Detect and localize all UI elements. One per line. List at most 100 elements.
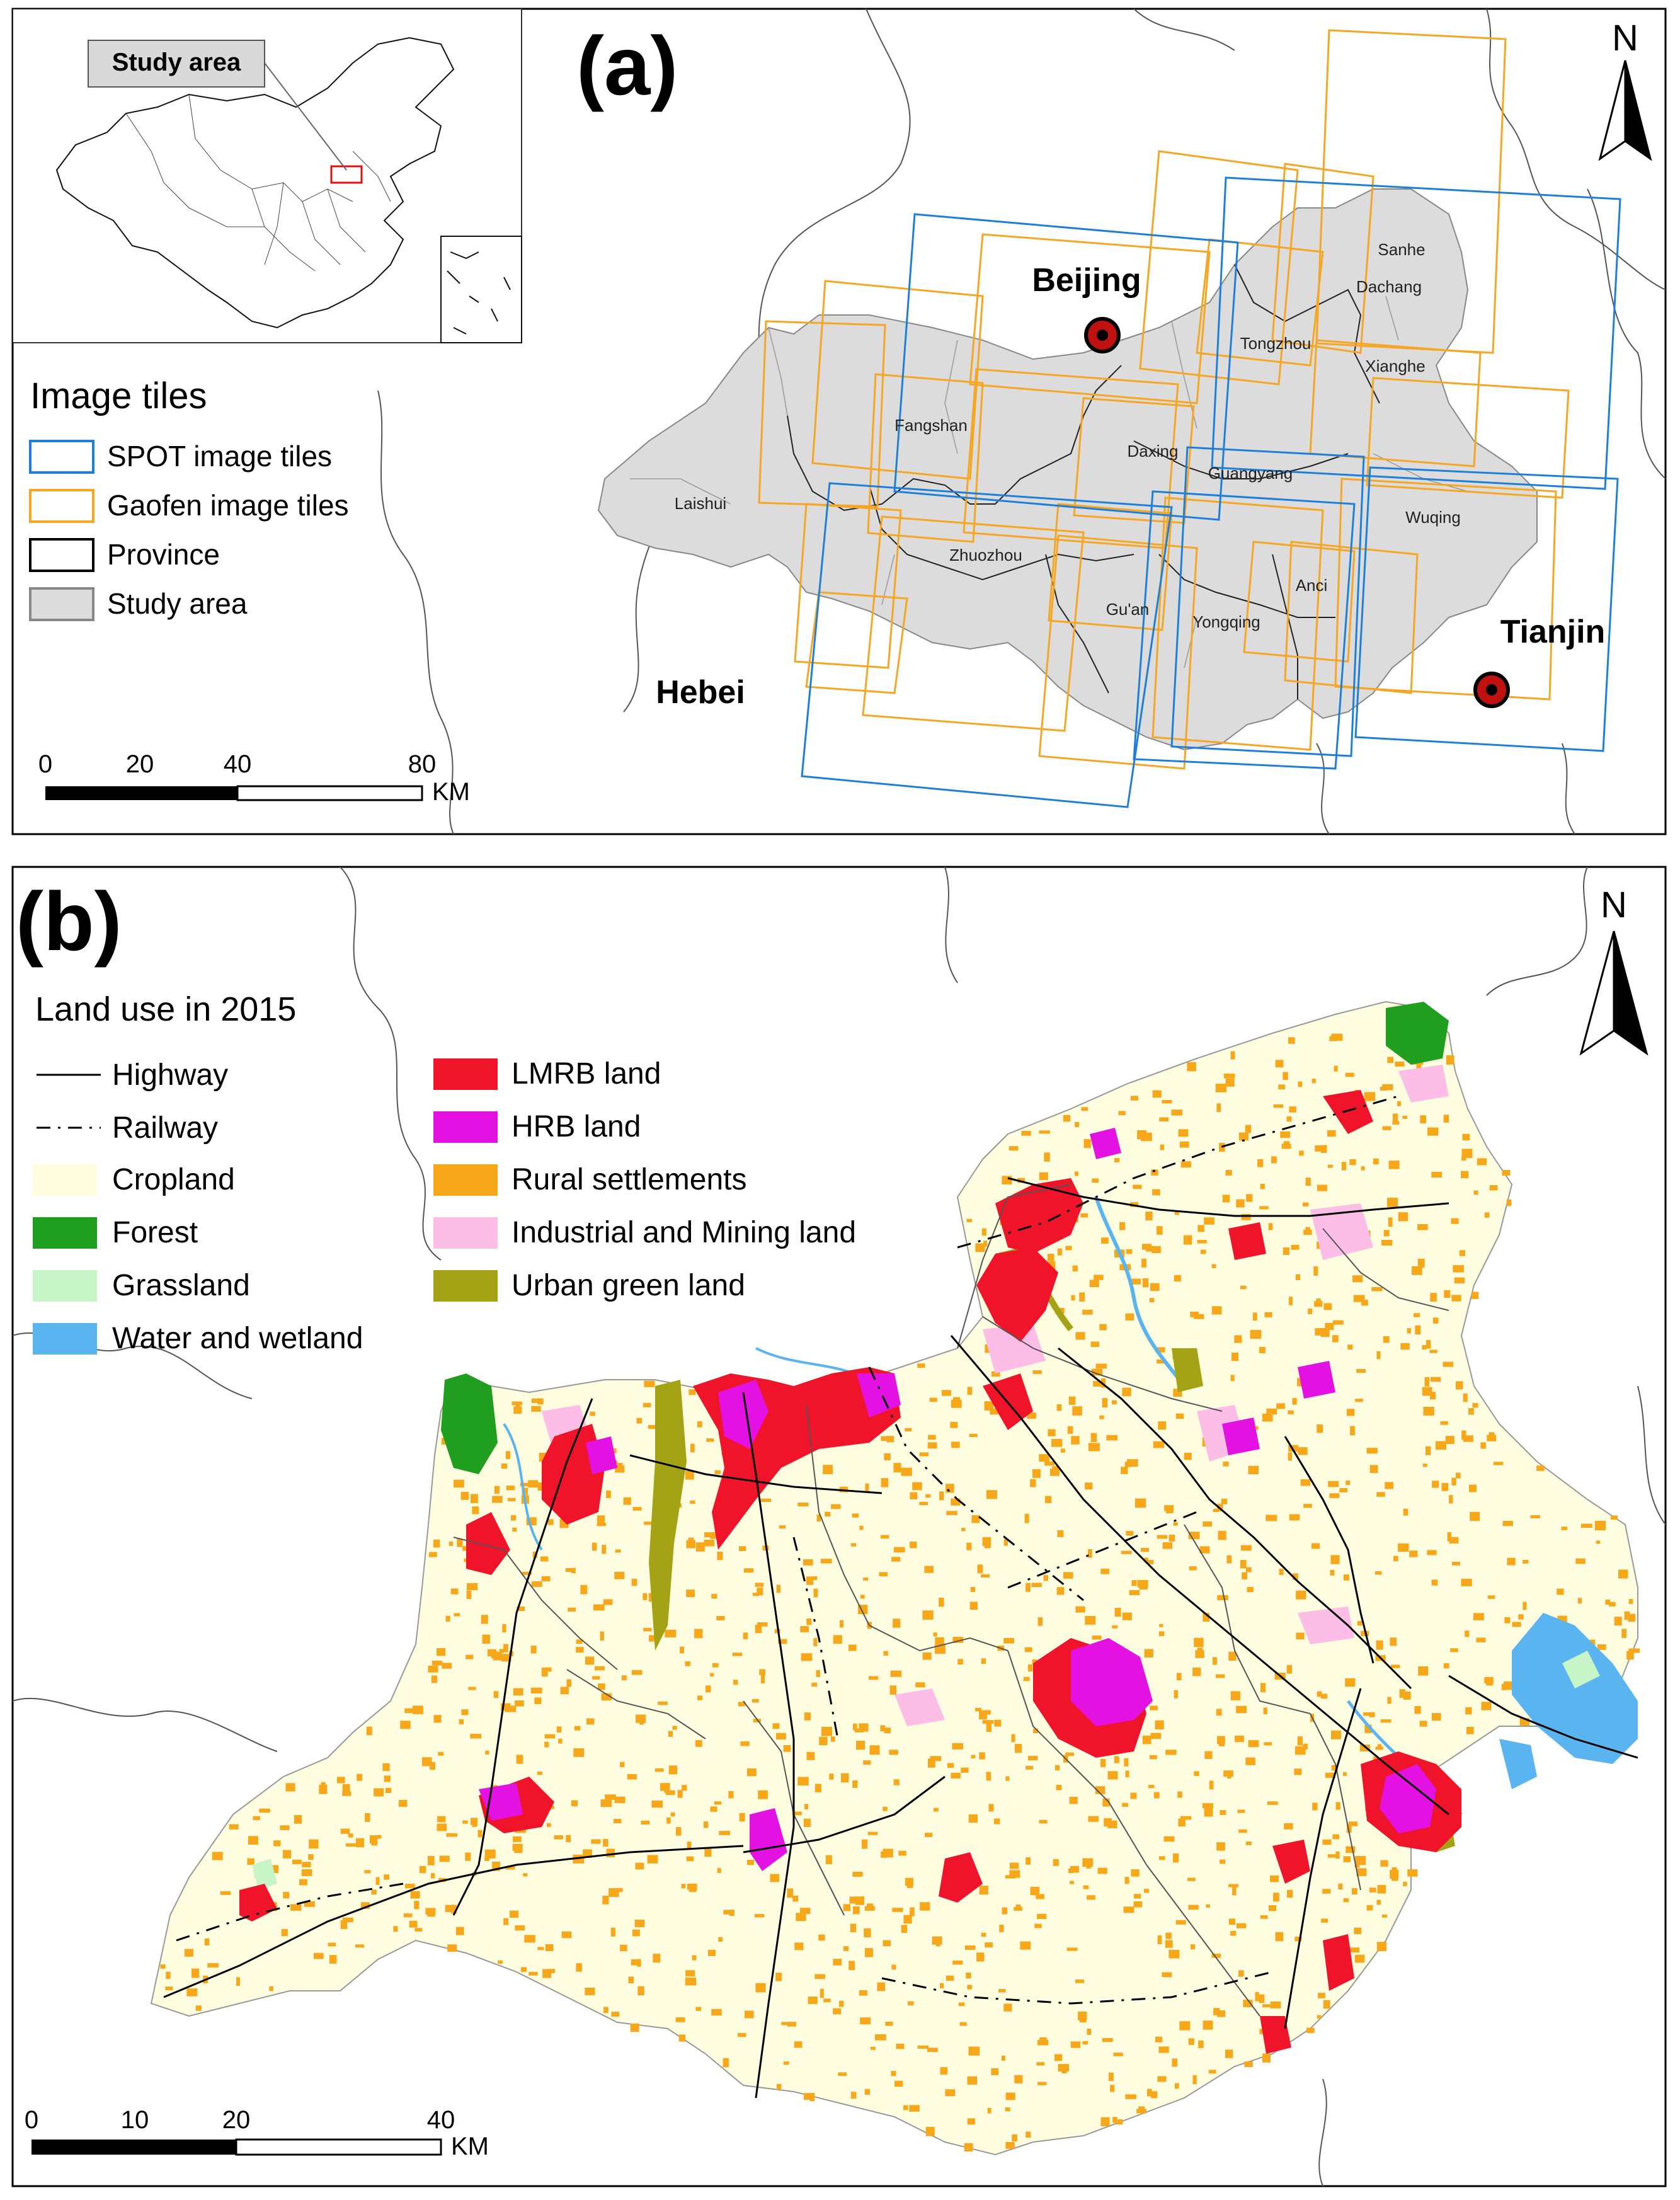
rural-settlement-patch: [1453, 1265, 1464, 1273]
rural-settlement-patch: [729, 1910, 734, 1916]
rural-settlement-patch: [1047, 1254, 1054, 1261]
rural-settlement-patch: [1431, 1579, 1438, 1586]
rural-settlement-patch: [472, 1823, 477, 1827]
rural-settlement-patch: [758, 1790, 768, 1799]
rural-settlement-patch: [1486, 1682, 1494, 1686]
rural-settlement-patch: [869, 1745, 880, 1755]
rural-settlement-patch: [511, 1515, 517, 1521]
rural-settlement-patch: [855, 1896, 865, 1905]
rural-settlement-patch: [294, 1815, 302, 1824]
rural-settlement-patch: [1194, 1771, 1199, 1776]
legend-b-swatch: [433, 1164, 498, 1196]
rural-settlement-patch: [1075, 1332, 1085, 1340]
rural-settlement-patch: [1345, 1072, 1354, 1077]
rural-settlement-patch: [623, 1497, 631, 1505]
rural-settlement-patch: [920, 1902, 930, 1911]
rural-settlement-patch: [732, 1653, 743, 1656]
rural-settlement-patch: [1597, 1644, 1606, 1650]
rural-settlement-patch: [1119, 1222, 1126, 1230]
rural-settlement-patch: [1399, 1689, 1405, 1698]
rural-settlement-patch: [849, 1896, 861, 1904]
rural-settlement-patch: [1169, 1535, 1175, 1542]
rural-settlement-patch: [309, 1839, 319, 1849]
rural-settlement-patch: [545, 1944, 554, 1951]
rural-settlement-patch: [745, 2010, 754, 2019]
rural-settlement-patch: [1377, 1884, 1386, 1894]
rural-settlement-patch: [1197, 1240, 1207, 1244]
hrb-patch: [479, 1783, 523, 1821]
rural-settlement-patch: [1243, 2000, 1253, 2007]
grassland-patch: [1562, 1651, 1600, 1688]
rural-settlement-patch: [804, 2093, 811, 2100]
rural-settlement-patch: [692, 1955, 697, 1961]
rural-settlement-patch: [1198, 2040, 1204, 2048]
rural-settlement-patch: [676, 1827, 682, 1836]
rural-settlement-patch: [1189, 1566, 1197, 1571]
rural-settlement-patch: [1382, 1126, 1391, 1130]
rural-settlement-patch: [1417, 1224, 1428, 1230]
rural-settlement-patch: [461, 1709, 469, 1716]
rural-settlement-patch: [1247, 1586, 1254, 1593]
rural-settlement-patch: [994, 1719, 1002, 1727]
rural-settlement-patch: [371, 1889, 377, 1895]
legend-b-label: Rural settlements: [511, 1163, 746, 1196]
rural-settlement-patch: [1147, 2088, 1152, 2097]
rural-settlement-patch: [1056, 1587, 1065, 1595]
rural-settlement-patch: [975, 1243, 985, 1252]
rural-settlement-patch: [1409, 1550, 1418, 1557]
rural-settlement-patch: [865, 1483, 869, 1492]
rural-settlement-patch: [1173, 1522, 1178, 1526]
rural-settlement-patch: [574, 1726, 581, 1731]
rural-settlement-patch: [1381, 1914, 1387, 1918]
rural-settlement-patch: [1032, 1469, 1041, 1478]
rural-settlement-patch: [537, 1947, 544, 1951]
rural-settlement-patch: [1165, 1932, 1172, 1939]
rural-settlement-patch: [1504, 1617, 1511, 1624]
rural-settlement-patch: [910, 1907, 915, 1916]
legend-a-swatch: [29, 538, 94, 572]
rural-settlement-patch: [1443, 1114, 1449, 1123]
rural-settlement-patch: [1066, 1947, 1078, 1951]
rural-settlement-patch: [1099, 1415, 1104, 1419]
rural-settlement-patch: [1420, 1115, 1426, 1123]
rural-settlement-patch: [1216, 1709, 1222, 1716]
rural-settlement-patch: [831, 1504, 841, 1510]
rural-settlement-patch: [1275, 1932, 1284, 1942]
highway: [452, 1398, 593, 1916]
rural-settlement-patch: [1296, 1590, 1306, 1600]
rural-settlement-patch: [787, 1888, 794, 1898]
rural-settlement-patch: [1188, 1905, 1199, 1910]
rural-settlement-patch: [1390, 1637, 1397, 1646]
rural-settlement-patch: [505, 1866, 515, 1870]
rural-settlement-patch: [1175, 1210, 1179, 1215]
rural-settlement-patch: [609, 1888, 619, 1897]
rural-settlement-patch: [1472, 1403, 1478, 1408]
rural-settlement-patch: [1090, 1341, 1100, 1347]
rural-settlement-patch: [1162, 1542, 1172, 1549]
rural-settlement-patch: [1298, 1081, 1303, 1087]
scale-b-tick-2: 20: [222, 2106, 251, 2134]
rural-settlement-patch: [451, 1905, 457, 1914]
rural-settlement-patch: [1480, 1442, 1486, 1449]
rural-settlement-patch: [603, 2007, 609, 2014]
grassland-patches: [252, 1651, 1600, 1890]
rural-settlement-patch: [1449, 1495, 1453, 1504]
rural-settlement-patch: [1169, 1949, 1180, 1959]
rural-settlement-patch: [1033, 1728, 1039, 1733]
rural-settlement-patch: [1364, 1092, 1376, 1101]
rural-settlement-patch: [600, 1631, 604, 1641]
rural-settlement-patch: [1141, 1258, 1146, 1268]
rural-settlement-patch: [285, 1783, 295, 1792]
industrial-patch: [1398, 1065, 1449, 1103]
rural-settlement-patch: [986, 1722, 991, 1732]
rural-settlement-patch: [1179, 1141, 1189, 1148]
rural-settlement-patch: [1037, 2082, 1047, 2085]
rural-settlement-patch: [1240, 1545, 1252, 1551]
rural-settlement-patch: [1070, 1881, 1074, 1884]
rural-settlement-patch: [1153, 1792, 1160, 1799]
rural-settlement-patch: [614, 1571, 625, 1579]
north-a-right: [1624, 60, 1652, 161]
rural-settlement-patch: [1501, 1683, 1506, 1690]
rural-settlement-patch: [428, 1665, 438, 1673]
rural-settlement-patch: [501, 1654, 511, 1662]
